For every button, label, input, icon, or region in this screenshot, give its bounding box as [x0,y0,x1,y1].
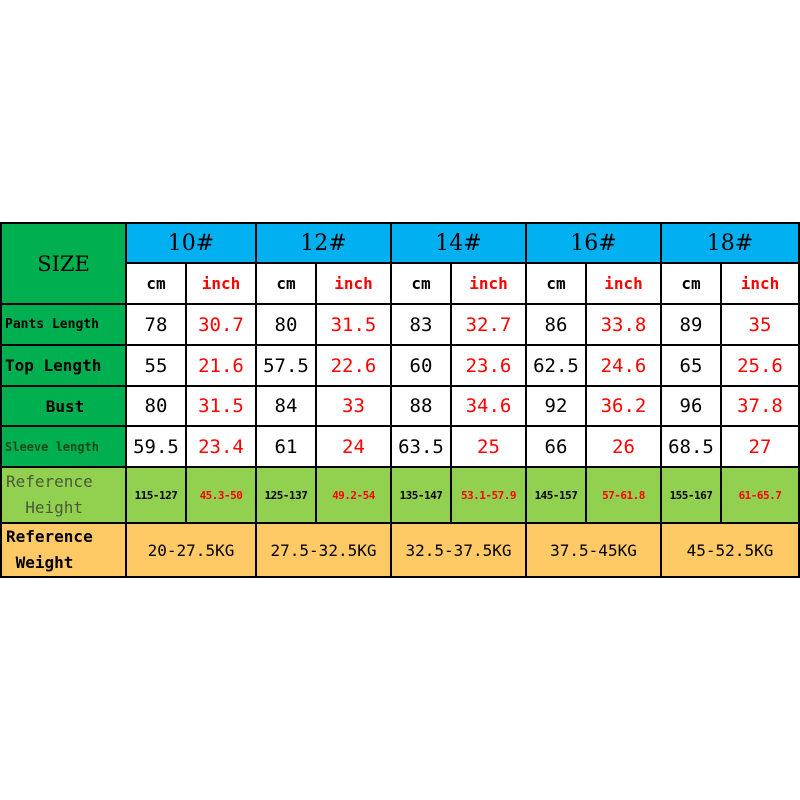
cell: 59.5 [125,425,187,468]
cell: 86 [525,303,587,346]
cell: 33.8 [585,303,662,346]
cell: 61 [255,425,317,468]
row-label: Top Length [0,344,127,387]
cell: 35 [720,303,800,346]
weight-row: Reference Weight 20-27.5KG 27.5-32.5KG 3… [0,522,800,578]
unit-inch: inch [185,262,257,305]
cell: 92 [525,385,587,427]
unit-inch: inch [720,262,800,305]
cell: 45.3-50 [185,466,257,524]
cell: 80 [255,303,317,346]
row-label: Pants Length [0,303,127,346]
height-row: Reference Height 115-127 45.3-50 125-137 4… [0,466,800,524]
unit-cm: cm [255,262,317,305]
cell: 30.7 [185,303,257,346]
unit-inch: inch [315,262,392,305]
unit-cm: cm [390,262,452,305]
height-label: Reference Height [0,466,127,524]
cell: 33 [315,385,392,427]
cell: 25.6 [720,344,800,387]
cell: 49.2-54 [315,466,392,524]
size-18-header: 18# [660,222,800,264]
cell: 84 [255,385,317,427]
measure-row: Top Length 55 21.6 57.5 22.6 60 23.6 62.5 24… [0,344,800,387]
unit-inch: inch [585,262,662,305]
unit-cm: cm [125,262,187,305]
cell: 57.5 [255,344,317,387]
cell: 32.5-37.5KG [390,522,527,578]
cell: 34.6 [450,385,527,427]
cell: 23.6 [450,344,527,387]
cell: 78 [125,303,187,346]
cell: 26 [585,425,662,468]
cell: 60 [390,344,452,387]
weight-label: Reference Weight [0,522,127,578]
cell: 24.6 [585,344,662,387]
cell: 55 [125,344,187,387]
size-chart-table: SIZE 10# 12# 14# 16# 18# cm inch cm inch c… [0,222,800,578]
cell: 25 [450,425,527,468]
cell: 31.5 [315,303,392,346]
cell: 80 [125,385,187,427]
cell: 31.5 [185,385,257,427]
cell: 23.4 [185,425,257,468]
cell: 45-52.5KG [660,522,800,578]
cell: 65 [660,344,722,387]
cell: 83 [390,303,452,346]
cell: 63.5 [390,425,452,468]
height-label-2: Height [25,498,84,517]
measure-row: Pants Length 78 30.7 80 31.5 83 32.7 86 33.8… [0,303,800,346]
size-header: SIZE [0,222,127,305]
cell: 36.2 [585,385,662,427]
cell: 135-147 [390,466,452,524]
cell: 27.5-32.5KG [255,522,392,578]
height-label-1: Reference [6,472,93,491]
row-label: Bust [0,385,127,427]
cell: 62.5 [525,344,587,387]
cell: 96 [660,385,722,427]
cell: 88 [390,385,452,427]
size-14-header: 14# [390,222,527,264]
cell: 22.6 [315,344,392,387]
unit-row: cm inch cm inch cm inch cm inch cm inch [1,262,800,305]
cell: 61-65.7 [720,466,800,524]
cell: 24 [315,425,392,468]
measure-row: Sleeve length 59.5 23.4 61 24 63.5 25 66 26 … [0,425,800,468]
cell: 32.7 [450,303,527,346]
measure-row: Bust 80 31.5 84 33 88 34.6 92 36.2 96 37.8 [0,385,800,427]
cell: 89 [660,303,722,346]
unit-inch: inch [450,262,527,305]
cell: 37.8 [720,385,800,427]
size-10-header: 10# [125,222,257,264]
cell: 57-61.8 [585,466,662,524]
weight-label-1: Reference [6,527,93,546]
size-12-header: 12# [255,222,392,264]
unit-cm: cm [525,262,587,305]
cell: 27 [720,425,800,468]
cell: 20-27.5KG [125,522,257,578]
cell: 53.1-57.9 [450,466,527,524]
cell: 68.5 [660,425,722,468]
cell: 66 [525,425,587,468]
unit-cm: cm [660,262,722,305]
cell: 115-127 [125,466,187,524]
cell: 37.5-45KG [525,522,662,578]
row-label: Sleeve length [0,425,127,468]
weight-label-2: Weight [15,553,74,572]
cell: 125-137 [255,466,317,524]
cell: 145-157 [525,466,587,524]
size-16-header: 16# [525,222,662,264]
cell: 21.6 [185,344,257,387]
cell: 155-167 [660,466,722,524]
